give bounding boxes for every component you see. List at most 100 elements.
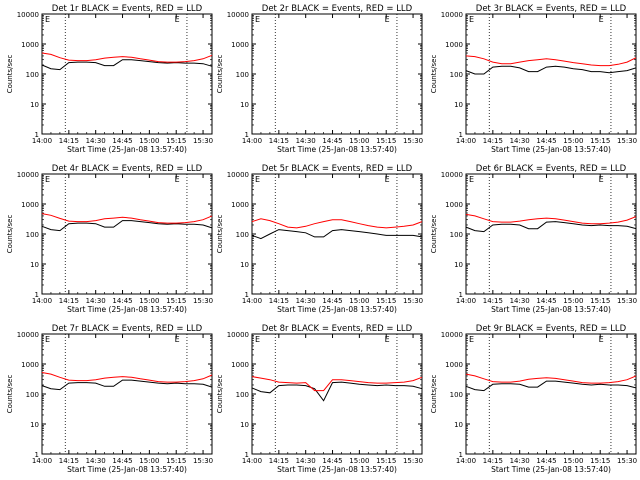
corner-marker: E bbox=[175, 15, 180, 24]
series-line-lld bbox=[41, 372, 213, 383]
corner-marker: E bbox=[469, 175, 474, 184]
y-tick-label: 10000 bbox=[17, 11, 39, 19]
y-tick-label: 10000 bbox=[441, 11, 463, 19]
y-tick-label: 1 bbox=[459, 291, 463, 299]
x-tick-label: 14:15 bbox=[483, 137, 503, 145]
plot-frame bbox=[41, 13, 213, 135]
x-tick-label: 14:00 bbox=[456, 457, 476, 465]
x-tick-label: 14:15 bbox=[59, 457, 79, 465]
x-tick-label: 15:30 bbox=[193, 297, 213, 305]
x-tick-label: 14:30 bbox=[296, 297, 316, 305]
corner-marker: E bbox=[45, 175, 50, 184]
series-line-events bbox=[465, 221, 637, 233]
y-tick-label: 10000 bbox=[17, 171, 39, 179]
corner-marker: E bbox=[469, 15, 474, 24]
corner-marker: E bbox=[599, 15, 604, 24]
corner-marker: E bbox=[45, 15, 50, 24]
x-tick-label: 15:15 bbox=[166, 137, 186, 145]
y-tick-label: 1000 bbox=[231, 201, 249, 209]
y-tick-label: 1 bbox=[245, 451, 249, 459]
series-line-lld bbox=[465, 213, 637, 225]
y-tick-label: 100 bbox=[236, 231, 249, 239]
x-tick-label: 15:00 bbox=[349, 457, 369, 465]
y-tick-label: 1 bbox=[35, 451, 39, 459]
y-axis-label: Counts/sec bbox=[430, 55, 438, 94]
x-tick-label: 14:00 bbox=[242, 297, 262, 305]
y-axis-label: Counts/sec bbox=[430, 215, 438, 254]
x-tick-label: 15:00 bbox=[139, 297, 159, 305]
corner-marker: E bbox=[175, 175, 180, 184]
corner-marker: E bbox=[385, 335, 390, 344]
x-tick-label: 14:45 bbox=[322, 457, 342, 465]
x-tick-label: 15:30 bbox=[403, 137, 423, 145]
y-axis-label: Counts/sec bbox=[216, 55, 224, 94]
y-axis-label: Counts/sec bbox=[6, 55, 14, 94]
x-tick-label: 14:15 bbox=[59, 137, 79, 145]
x-tick-label: 14:30 bbox=[86, 297, 106, 305]
y-tick-label: 10 bbox=[30, 261, 39, 269]
chart-title: Det 8r BLACK = Events, RED = LLD bbox=[262, 324, 413, 334]
x-tick-label: 15:15 bbox=[590, 297, 610, 305]
y-tick-label: 1000 bbox=[445, 201, 463, 209]
y-tick-label: 1 bbox=[459, 131, 463, 139]
x-tick-label: 14:15 bbox=[269, 297, 289, 305]
x-tick-label: 15:30 bbox=[193, 457, 213, 465]
x-tick-label: 15:00 bbox=[349, 137, 369, 145]
y-tick-label: 10000 bbox=[441, 331, 463, 339]
chart-title: Det 4r BLACK = Events, RED = LLD bbox=[52, 164, 203, 174]
x-axis-label: Start Time (25-Jan-08 13:57:40) bbox=[67, 465, 187, 474]
x-tick-label: 14:00 bbox=[242, 457, 262, 465]
corner-marker: E bbox=[175, 335, 180, 344]
series-line-lld bbox=[465, 55, 637, 67]
plot-frame bbox=[251, 13, 423, 135]
x-tick-label: 15:15 bbox=[376, 137, 396, 145]
x-tick-label: 15:15 bbox=[590, 137, 610, 145]
y-tick-label: 1 bbox=[35, 131, 39, 139]
y-tick-label: 1000 bbox=[231, 41, 249, 49]
plot-frame bbox=[465, 13, 637, 135]
y-tick-label: 100 bbox=[26, 71, 39, 79]
x-axis-label: Start Time (25-Jan-08 13:57:40) bbox=[67, 305, 187, 314]
y-tick-label: 100 bbox=[26, 231, 39, 239]
y-tick-label: 100 bbox=[236, 391, 249, 399]
x-tick-label: 14:00 bbox=[32, 137, 52, 145]
x-tick-label: 14:15 bbox=[483, 457, 503, 465]
x-axis-label: Start Time (25-Jan-08 13:57:40) bbox=[277, 465, 397, 474]
corner-marker: E bbox=[599, 175, 604, 184]
y-tick-label: 10 bbox=[240, 421, 249, 429]
y-tick-label: 10 bbox=[454, 421, 463, 429]
x-axis-label: Start Time (25-Jan-08 13:57:40) bbox=[491, 305, 611, 314]
x-tick-label: 14:00 bbox=[456, 137, 476, 145]
x-tick-label: 14:30 bbox=[510, 137, 530, 145]
x-tick-label: 14:15 bbox=[269, 137, 289, 145]
x-tick-label: 14:45 bbox=[536, 457, 556, 465]
x-tick-label: 14:30 bbox=[86, 457, 106, 465]
series-line-events bbox=[251, 381, 423, 402]
chart-title: Det 1r BLACK = Events, RED = LLD bbox=[52, 4, 203, 14]
plot-frame bbox=[251, 333, 423, 455]
x-tick-label: 15:00 bbox=[563, 457, 583, 465]
series-line-lld bbox=[41, 213, 213, 224]
x-tick-label: 14:15 bbox=[269, 457, 289, 465]
x-tick-label: 14:15 bbox=[483, 297, 503, 305]
y-axis-label: Counts/sec bbox=[216, 215, 224, 254]
x-tick-label: 14:30 bbox=[296, 457, 316, 465]
y-tick-label: 1000 bbox=[21, 361, 39, 369]
x-axis-label: Start Time (25-Jan-08 13:57:40) bbox=[491, 145, 611, 154]
series-line-events bbox=[41, 379, 213, 391]
x-tick-label: 14:45 bbox=[536, 137, 556, 145]
series-line-events bbox=[41, 220, 213, 232]
corner-marker: E bbox=[45, 335, 50, 344]
x-axis-label: Start Time (25-Jan-08 13:57:40) bbox=[491, 465, 611, 474]
chart-title: Det 3r BLACK = Events, RED = LLD bbox=[476, 4, 627, 14]
y-tick-label: 10000 bbox=[227, 171, 249, 179]
plot-frame bbox=[465, 333, 637, 455]
series-line-lld bbox=[251, 376, 423, 392]
